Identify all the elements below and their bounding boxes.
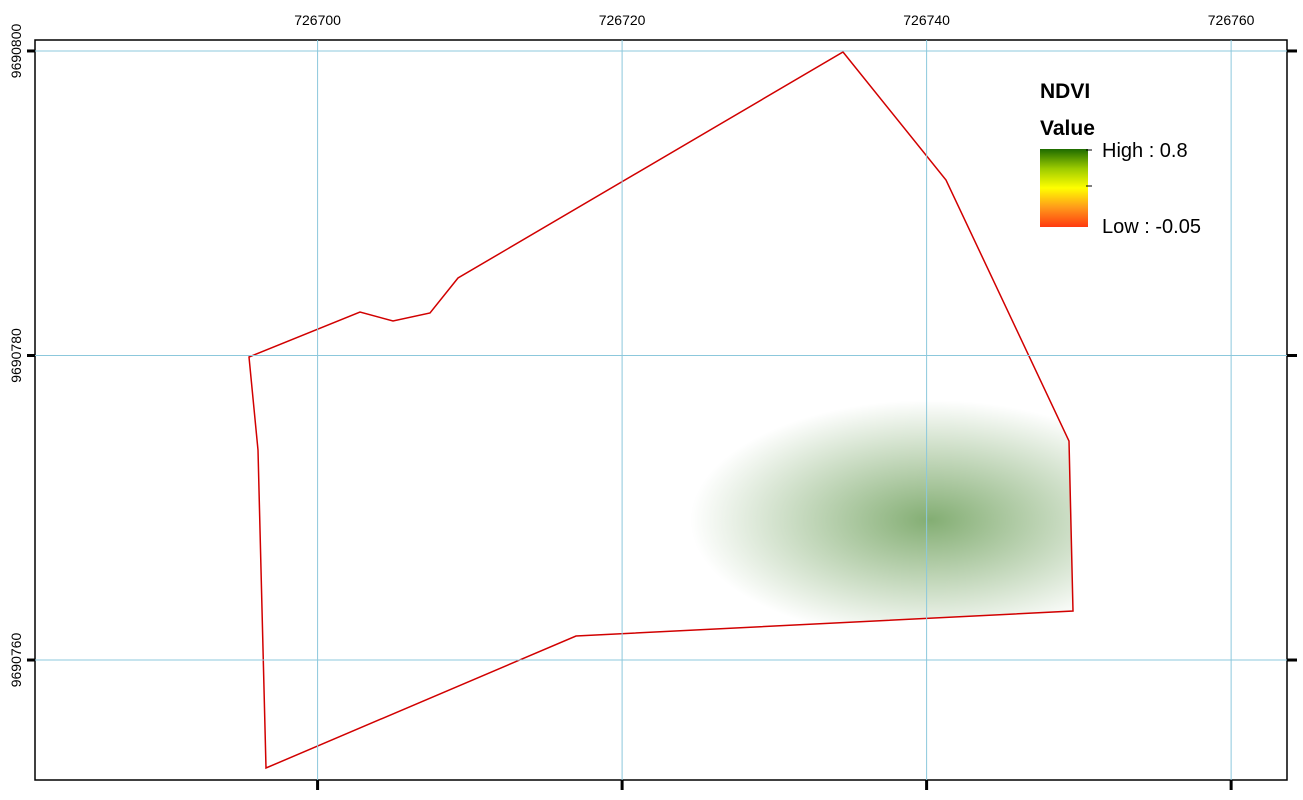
legend-low: Low : -0.05 <box>1102 216 1201 238</box>
legend-high: High : 0.8 <box>1102 140 1188 162</box>
x-tick-label: 726700 <box>294 12 341 28</box>
graticule: 726700 726720 726740 726760 9690800 9690780 96… <box>8 12 1297 790</box>
x-tick-label: 726720 <box>599 12 646 28</box>
color-ramp <box>1040 149 1088 227</box>
x-tick-label: 726740 <box>903 12 950 28</box>
y-tick-label: 9690760 <box>8 633 24 688</box>
raster-shade <box>690 400 1073 640</box>
y-tick-label: 9690800 <box>8 24 24 79</box>
legend: NDVI Value High : 0.8 Low : -0.05 <box>1040 80 1201 238</box>
x-tick-label: 726760 <box>1208 12 1255 28</box>
legend-subtitle: Value <box>1040 117 1095 140</box>
y-tick-label: 9690780 <box>8 328 24 383</box>
legend-title: NDVI <box>1040 80 1090 103</box>
aoi-boundary <box>248 51 1074 770</box>
